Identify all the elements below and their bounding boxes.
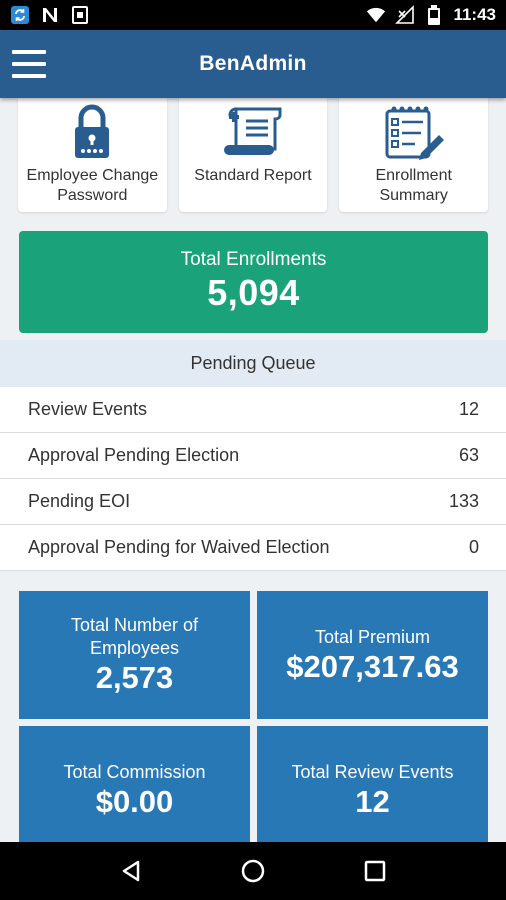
total-enrollments-label: Total Enrollments [180, 249, 327, 270]
home-icon[interactable] [233, 851, 273, 891]
tile-label: Standard Report [194, 167, 312, 184]
sync-icon [10, 5, 30, 25]
enrollment-summary-tile[interactable]: Enrollment Summary [339, 98, 489, 212]
queue-row-label: Pending EOI [28, 491, 131, 511]
stat-value: $207,317.63 [286, 648, 459, 684]
status-bar: 11:43 [0, 0, 506, 30]
battery-icon [424, 5, 444, 25]
tile-label: Employee Change Password [26, 167, 159, 204]
total-enrollments-value: 5,094 [207, 272, 300, 313]
queue-row-label: Review Events [28, 399, 148, 419]
queue-row-pending-eoi[interactable]: Pending EOI 133 [0, 479, 506, 525]
employee-change-password-tile[interactable]: Employee Change Password [18, 98, 167, 212]
navigation-bar [0, 842, 506, 900]
tile-label: Enrollment Summary [375, 167, 452, 204]
queue-row-label: Approval Pending Election [28, 445, 240, 465]
total-employees-card[interactable]: Total Number of Employees 2,573 [19, 591, 250, 719]
standard-report-tile[interactable]: Standard Report [178, 98, 328, 212]
app-title: BenAdmin [199, 52, 307, 75]
menu-icon[interactable] [12, 50, 46, 78]
back-icon[interactable] [111, 851, 151, 891]
stat-label: Total Review Events [291, 761, 454, 782]
total-review-events-card[interactable]: Total Review Events 12 [257, 726, 488, 854]
stat-label: Total Commission [63, 761, 206, 782]
queue-row-label: Approval Pending for Waived Election [28, 537, 330, 557]
queue-row-approval-pending-waived[interactable]: Approval Pending for Waived Election 0 [0, 525, 506, 571]
stat-value: 2,573 [95, 660, 174, 695]
queue-row-value: 63 [458, 445, 479, 465]
wifi-icon [366, 5, 386, 25]
app-bar: BenAdmin [0, 30, 506, 98]
lock-icon [72, 102, 112, 162]
report-scroll-icon [220, 102, 286, 162]
queue-row-value: 133 [448, 491, 479, 511]
no-signal-icon [395, 5, 415, 25]
clipboard-edit-icon [381, 102, 447, 162]
total-commission-card[interactable]: Total Commission $0.00 [19, 726, 250, 854]
queue-row-value: 12 [458, 399, 479, 419]
stats-grid: Total Number of Employees 2,573 Total Pr… [19, 591, 488, 854]
stat-value: 12 [355, 783, 390, 819]
queue-row-review-events[interactable]: Review Events 12 [0, 387, 506, 433]
recents-icon[interactable] [355, 851, 395, 891]
queue-row-approval-pending-election[interactable]: Approval Pending Election 63 [0, 433, 506, 479]
total-enrollments-card[interactable]: Total Enrollments 5,094 [19, 231, 488, 333]
stat-label: Total Premium [314, 626, 431, 647]
total-premium-card[interactable]: Total Premium $207,317.63 [257, 591, 488, 719]
sim-card-icon [70, 5, 90, 25]
shortcut-tiles: Employee Change Password Standard Report [18, 98, 489, 212]
stat-label: Total Number of Employees [70, 615, 199, 658]
queue-row-value: 0 [468, 537, 479, 557]
pending-queue-header: Pending Queue [0, 340, 506, 387]
n-icon [40, 5, 60, 25]
stat-value: $0.00 [95, 783, 174, 819]
pending-queue-list: Review Events 12 Approval Pending Electi… [0, 387, 506, 571]
status-time: 11:43 [453, 5, 496, 24]
